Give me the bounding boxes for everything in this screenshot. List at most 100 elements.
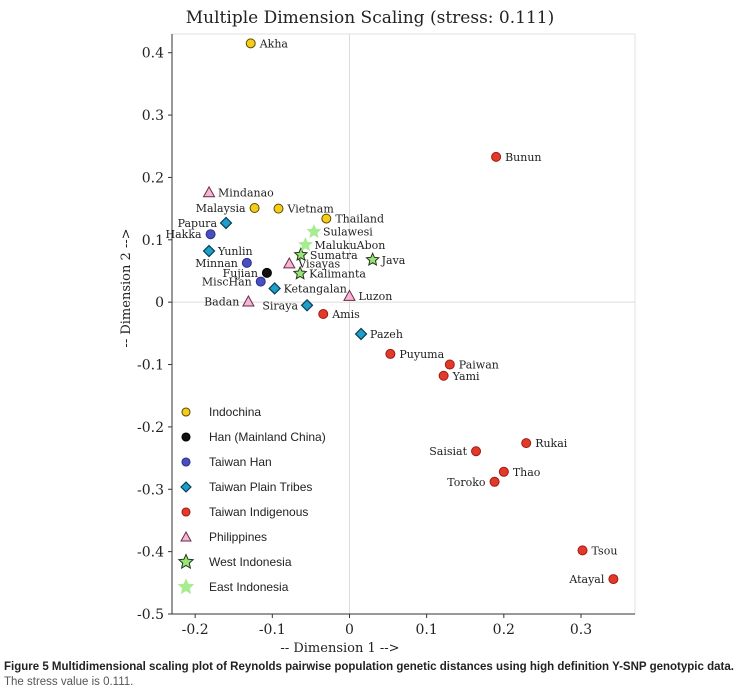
point-pazeh	[354, 327, 368, 341]
y-tick-label: 0.3	[142, 108, 164, 124]
point-label-sumatra: Sumatra	[310, 249, 358, 262]
legend-label-han: Han (Mainland China)	[209, 430, 326, 444]
point-vietnam	[273, 203, 284, 214]
legend-label-indochina: Indochina	[209, 405, 261, 419]
x-tick-label: 0.1	[416, 622, 438, 638]
legend-marker-indigenous	[181, 507, 191, 517]
point-label-thailand: Thailand	[335, 213, 384, 226]
point-yami	[438, 370, 449, 381]
y-tick-label: -0.4	[137, 545, 164, 561]
tick-labels: 0.4 0.3 0.2 0.1 0 -0.1 -0.2 -0.3 -0.4 -0.5 -0.2 -0.…	[137, 46, 592, 638]
point-siraya	[300, 298, 314, 312]
y-axis-label: -- Dimension 2 -->	[119, 228, 134, 347]
point-akha	[245, 38, 256, 49]
point-malukuabon	[298, 237, 313, 252]
legend-marker-taiwan-han	[181, 457, 191, 467]
point-mindanao	[202, 185, 216, 198]
point-label-malaysia: Malaysia	[196, 202, 246, 215]
point-label-akha: Akha	[259, 37, 289, 50]
x-tick-label: 0	[345, 622, 354, 638]
y-tick-label: -0.1	[137, 358, 164, 374]
y-tick-label: 0.4	[142, 46, 164, 62]
point-label-atayal: Atayal	[568, 573, 605, 586]
chart-title: Multiple Dimension Scaling (stress: 0.11…	[186, 8, 554, 28]
point-saisiat	[471, 446, 482, 457]
point-label-paiwan: Paiwan	[459, 359, 499, 372]
point-label-toroko: Toroko	[447, 476, 486, 489]
point-visayas	[282, 256, 296, 269]
point-label-saisiat: Saisiat	[429, 445, 467, 458]
point-label-mischan: MiscHan	[202, 276, 252, 289]
legend-marker-indochina	[181, 407, 191, 417]
point-label-badan: Badan	[204, 296, 239, 309]
point-papura	[219, 216, 233, 230]
point-label-rukai: Rukai	[535, 437, 568, 450]
point-label-siraya: Siraya	[262, 299, 298, 312]
legend-label-west-indonesia: West Indonesia	[209, 555, 292, 569]
point-label-malukuabon: MalukuAbon	[314, 239, 385, 252]
caption-title: Figure 5 Multidimensional scaling plot o…	[4, 661, 734, 673]
point-kalimanta	[292, 265, 308, 280]
point-amis	[318, 309, 329, 320]
x-tick-label: -0.2	[182, 622, 209, 638]
caption-subtitle: The stress value is 0.111.	[4, 676, 134, 688]
point-badan	[242, 295, 255, 307]
point-mischan	[255, 276, 266, 287]
legend: Indochina Han (Mainland China) Taiwan Han T…	[177, 405, 326, 595]
y-tick-label: -0.3	[137, 482, 164, 498]
point-sumatra	[293, 247, 309, 262]
point-hakka	[205, 229, 216, 240]
axes	[168, 34, 635, 618]
point-label-hakka: Hakka	[166, 228, 202, 241]
point-java	[365, 252, 381, 267]
point-thao	[498, 466, 509, 477]
point-label-sulawesi: Sulawesi	[323, 226, 373, 239]
point-malaysia	[249, 203, 260, 213]
legend-marker-east-indonesia	[177, 578, 195, 595]
point-bunun	[491, 151, 502, 162]
point-sulawesi	[306, 223, 322, 238]
point-label-thao: Thao	[513, 466, 541, 479]
x-tick-label: 0.2	[493, 622, 515, 638]
legend-label-indigenous: Taiwan Indigenous	[209, 505, 308, 519]
point-label-luzon: Luzon	[358, 290, 392, 303]
y-tick-label: 0	[155, 295, 164, 311]
x-axis-label: -- Dimension 1 -->	[280, 641, 399, 655]
point-tsou	[577, 545, 588, 556]
legend-label-east-indonesia: East Indonesia	[209, 580, 289, 594]
point-toroko	[489, 476, 500, 487]
zero-axis-lines	[172, 34, 635, 614]
y-tick-label: 0.1	[142, 233, 164, 249]
x-tick-label: -0.1	[259, 622, 286, 638]
point-atayal	[608, 574, 619, 585]
point-label-papura: Papura	[178, 217, 218, 230]
point-ketangalan	[268, 282, 281, 295]
point-rukai	[521, 438, 532, 449]
legend-marker-han	[181, 432, 191, 442]
point-puyuma	[385, 348, 396, 359]
legend-marker-philippines	[180, 531, 192, 542]
point-luzon	[343, 289, 356, 301]
legend-label-philippines: Philippines	[209, 530, 267, 544]
point-yunlin	[202, 244, 216, 258]
point-label-vietnam: Vietnam	[286, 203, 334, 216]
legend-label-taiwan-han: Taiwan Han	[209, 455, 272, 469]
plot-frame	[171, 33, 636, 615]
legend-label-plain: Taiwan Plain Tribes	[209, 480, 312, 494]
legend-marker-plain	[180, 481, 192, 493]
point-label-puyuma: Puyuma	[399, 348, 444, 361]
point-label-ketangalan: Ketangalan	[284, 282, 347, 295]
y-tick-label: -0.5	[137, 607, 164, 623]
x-tick-label: 0.3	[570, 622, 592, 638]
figure-caption: Figure 5 Multidimensional scaling plot o…	[4, 660, 742, 690]
point-paiwan	[444, 359, 455, 370]
y-tick-label: -0.2	[137, 420, 164, 436]
point-thailand	[321, 213, 332, 224]
point-label-amis: Amis	[331, 308, 360, 321]
point-label-bunun: Bunun	[505, 151, 541, 164]
point-label-tsou: Tsou	[592, 544, 618, 557]
y-tick-label: 0.2	[142, 170, 164, 186]
mds-scatter-chart: Multiple Dimension Scaling (stress: 0.11…	[119, 8, 636, 655]
point-label-mindanao: Mindanao	[218, 186, 274, 199]
legend-marker-west-indonesia	[177, 553, 195, 570]
